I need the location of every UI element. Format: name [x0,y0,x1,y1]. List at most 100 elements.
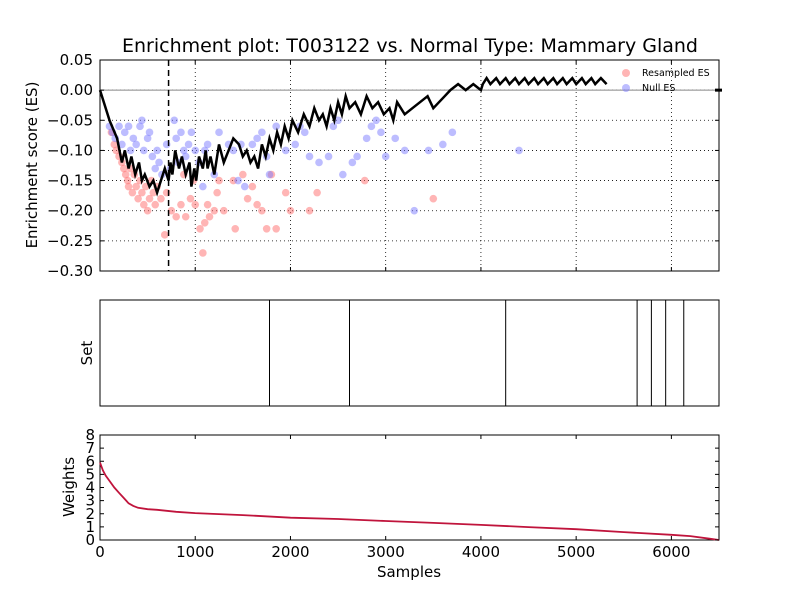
null-point [234,176,242,185]
null-point [248,140,257,149]
null-point [191,146,200,155]
resampled-point [145,194,154,203]
null-point [339,170,347,179]
es-y-tick-label: −0.30 [47,262,93,280]
null-point [162,140,171,149]
weights-x-ticks: 0 1000 2000 3000 4000 5000 6000 [95,435,690,561]
resampled-point [151,200,160,209]
null-point [253,134,261,143]
set-panel: Set [78,299,720,407]
es-y-tick-label: −0.25 [47,232,93,250]
resampled-point [167,206,176,215]
weights-y-tick-label: 2 [85,505,95,523]
es-y-tick-label: 0.05 [60,51,93,69]
resampled-point [272,225,280,233]
null-point [348,158,357,167]
weights-y-tick-label: 6 [85,452,95,470]
weights-x-tick-label: 6000 [652,543,690,561]
null-point [324,152,333,161]
resampled-point [196,225,204,233]
null-point [140,146,148,155]
resampled-point [138,188,146,197]
es-x-ticks [99,60,672,271]
resampled-point [172,212,180,221]
null-point [353,152,361,161]
weights-x-tick-label: 2000 [271,543,309,561]
null-point [329,122,338,131]
null-point [391,134,400,143]
null-point [177,128,185,137]
resampled-point [162,188,171,197]
weights-x-tick-label: 4000 [462,543,500,561]
weights-y-tick-label: 5 [85,465,95,483]
chart-title: Enrichment plot: T003122 vs. Normal Type… [122,35,698,57]
null-point [300,128,309,137]
es-y-tick-label: −0.15 [47,172,93,190]
es-y-tick-label: −0.20 [47,202,93,220]
resampled-point [110,140,119,149]
weights-x-tick-label: 0 [95,543,105,561]
resampled-point [205,212,214,221]
resampled-point [429,194,438,203]
null-point [172,134,180,143]
null-point [240,182,249,191]
null-point [362,134,371,143]
resampled-point [181,212,190,221]
null-point [265,170,274,179]
weights-plot-frame [99,434,720,541]
weights-y-tick-label: 7 [85,439,95,457]
null-point [124,122,133,131]
null-point [115,122,123,131]
es-y-tick-label: −0.10 [47,141,93,159]
resampled-point [134,194,142,203]
resampled-point [177,200,185,209]
weights-y-tick-label: 1 [85,518,95,536]
resampled-point [213,188,221,197]
weights-y-tick-label: 0 [85,531,95,549]
es-y-tick-label: 0.00 [60,81,93,99]
null-point [400,146,409,155]
null-point [229,146,238,155]
resampled-point [120,164,128,173]
es-panel: 0.05 0.00 −0.05 −0.10 −0.15 −0.20 −0.25 −0.30 E… [23,51,722,280]
null-point [381,152,390,161]
legend-resampled-label: Resampled ES [642,68,710,79]
null-point [203,140,212,149]
null-point [258,128,266,137]
resampled-point [140,200,148,209]
set-hit-lines [269,300,685,406]
resampled-point [200,218,209,227]
weights-y-tick-label: 4 [85,479,95,497]
resampled-point [121,170,130,179]
resampled-point [262,225,271,233]
null-point [305,152,314,161]
null-point [367,122,376,131]
null-point [126,146,135,155]
null-point [155,158,163,167]
resampled-point [243,194,252,203]
resampled-point [220,206,228,215]
resampled-point [191,200,200,209]
resampled-points [107,128,438,257]
null-point [199,182,207,191]
null-point [138,116,146,125]
null-point [120,128,129,137]
resampled-point [258,206,266,215]
resampled-point [143,206,152,215]
null-point [187,128,196,137]
null-point [424,146,433,155]
null-point [291,140,300,149]
resampled-point [305,206,314,215]
weights-y-axis-title: Weights [60,457,78,517]
null-point [132,140,140,149]
resampled-point [231,225,240,233]
resampled-point [199,249,207,257]
null-point [184,140,193,149]
null-point [377,128,385,137]
null-point [136,122,144,131]
null-point [272,122,280,131]
null-point [118,140,126,149]
